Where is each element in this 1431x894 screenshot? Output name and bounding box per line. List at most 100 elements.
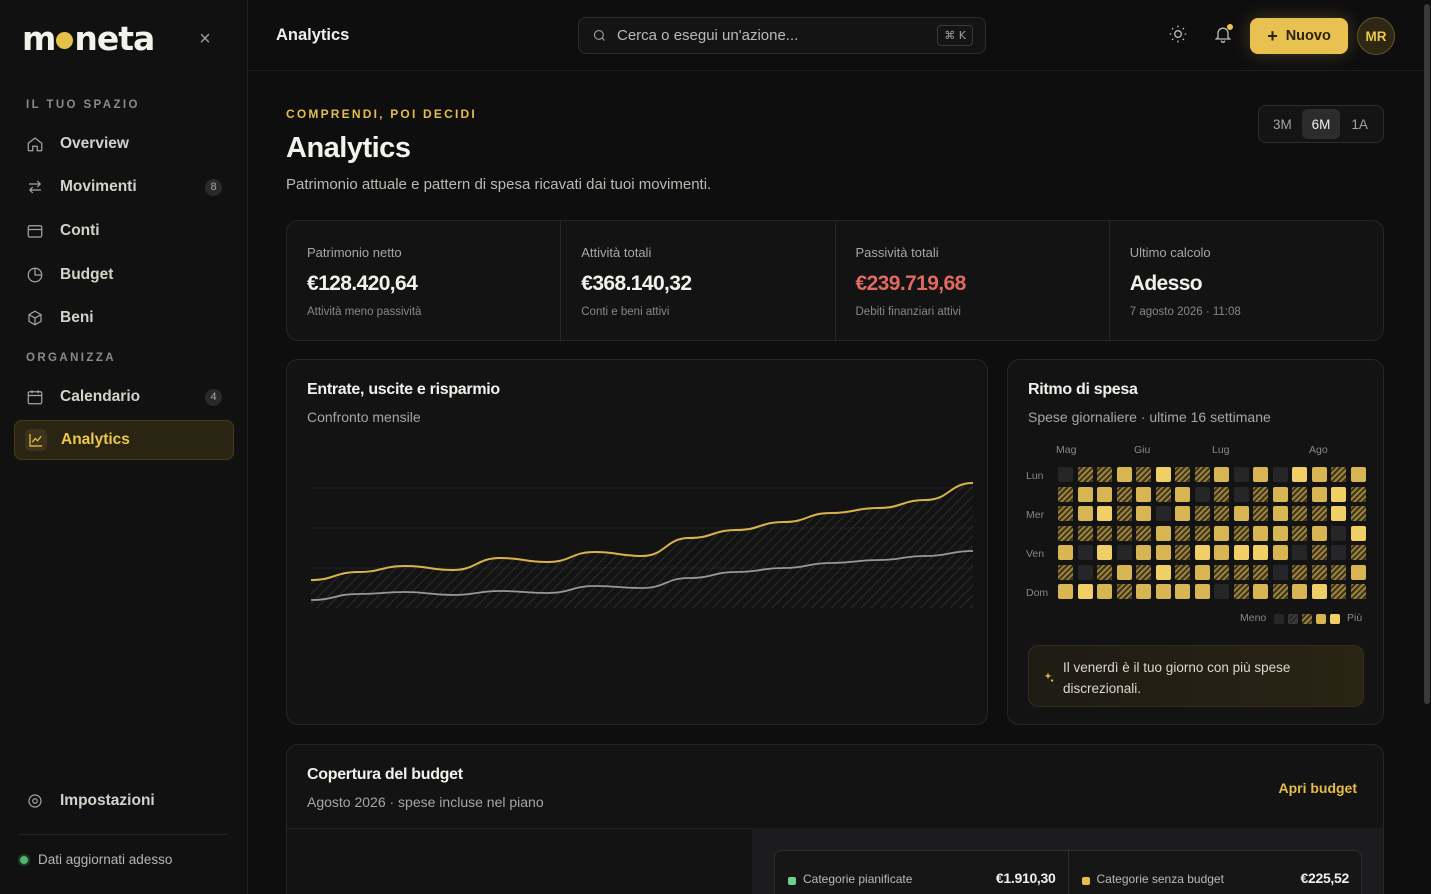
heatmap-cell[interactable] xyxy=(1350,467,1366,482)
heatmap-cell[interactable] xyxy=(1292,467,1307,482)
heatmap-cell[interactable] xyxy=(1194,467,1210,482)
heatmap-cell[interactable] xyxy=(1116,525,1132,541)
heatmap-cell[interactable] xyxy=(1155,467,1171,482)
heatmap-cell[interactable] xyxy=(1155,525,1171,541)
heatmap-cell[interactable] xyxy=(1155,584,1171,599)
heatmap-cell[interactable] xyxy=(1350,584,1366,599)
heatmap-cell[interactable] xyxy=(1058,486,1073,502)
heatmap-cell[interactable] xyxy=(1175,506,1190,521)
heatmap-cell[interactable] xyxy=(1272,467,1288,482)
heatmap-cell[interactable] xyxy=(1272,486,1288,502)
heatmap-cell[interactable] xyxy=(1175,486,1190,502)
heatmap-cell[interactable] xyxy=(1097,486,1112,502)
heatmap-cell[interactable] xyxy=(1253,584,1268,599)
notifications-button[interactable] xyxy=(1213,24,1233,44)
heatmap-cell[interactable] xyxy=(1136,564,1151,580)
heatmap-cell[interactable] xyxy=(1136,486,1151,502)
heatmap-cell[interactable] xyxy=(1116,584,1132,599)
heatmap-cell[interactable] xyxy=(1097,584,1112,599)
heatmap-cell[interactable] xyxy=(1077,564,1093,580)
heatmap-cell[interactable] xyxy=(1097,467,1112,482)
sidebar-item-impostazioni[interactable]: Impostazioni xyxy=(14,781,234,821)
theme-toggle-button[interactable] xyxy=(1168,24,1188,44)
close-sidebar-icon[interactable]: × xyxy=(199,28,211,50)
heatmap-cell[interactable] xyxy=(1077,545,1093,560)
heatmap-cell[interactable] xyxy=(1155,506,1171,521)
heatmap-cell[interactable] xyxy=(1233,545,1249,560)
sidebar-item-conti[interactable]: Conti xyxy=(14,211,234,251)
new-button[interactable]: + Nuovo xyxy=(1250,18,1348,54)
heatmap-cell[interactable] xyxy=(1272,506,1288,521)
heatmap-cell[interactable] xyxy=(1058,467,1073,482)
range-option-6m[interactable]: 6M xyxy=(1301,109,1341,139)
heatmap-cell[interactable] xyxy=(1136,584,1151,599)
heatmap-cell[interactable] xyxy=(1331,564,1346,580)
heatmap-cell[interactable] xyxy=(1116,506,1132,521)
heatmap-cell[interactable] xyxy=(1233,506,1249,521)
heatmap-cell[interactable] xyxy=(1194,545,1210,560)
heatmap-cell[interactable] xyxy=(1097,564,1112,580)
heatmap-cell[interactable] xyxy=(1194,584,1210,599)
heatmap-cell[interactable] xyxy=(1272,564,1288,580)
heatmap-cell[interactable] xyxy=(1292,584,1307,599)
heatmap-cell[interactable] xyxy=(1292,564,1307,580)
heatmap-cell[interactable] xyxy=(1331,584,1346,599)
heatmap-cell[interactable] xyxy=(1331,545,1346,560)
heatmap-cell[interactable] xyxy=(1233,584,1249,599)
scrollbar[interactable] xyxy=(1423,0,1431,894)
heatmap-cell[interactable] xyxy=(1292,486,1307,502)
heatmap-cell[interactable] xyxy=(1194,486,1210,502)
heatmap-cell[interactable] xyxy=(1136,525,1151,541)
heatmap-cell[interactable] xyxy=(1194,506,1210,521)
heatmap-cell[interactable] xyxy=(1253,564,1268,580)
sidebar-item-analytics[interactable]: Analytics xyxy=(14,420,234,460)
heatmap-cell[interactable] xyxy=(1058,564,1073,580)
heatmap-cell[interactable] xyxy=(1175,467,1190,482)
heatmap-cell[interactable] xyxy=(1253,545,1268,560)
heatmap-cell[interactable] xyxy=(1214,525,1229,541)
heatmap-cell[interactable] xyxy=(1233,564,1249,580)
heatmap-cell[interactable] xyxy=(1331,525,1346,541)
heatmap-cell[interactable] xyxy=(1253,525,1268,541)
heatmap-cell[interactable] xyxy=(1077,506,1093,521)
heatmap-cell[interactable] xyxy=(1233,486,1249,502)
avatar[interactable]: MR xyxy=(1357,17,1395,55)
heatmap-cell[interactable] xyxy=(1116,486,1132,502)
heatmap-cell[interactable] xyxy=(1155,486,1171,502)
heatmap-cell[interactable] xyxy=(1136,467,1151,482)
heatmap-cell[interactable] xyxy=(1272,584,1288,599)
heatmap-cell[interactable] xyxy=(1233,467,1249,482)
heatmap-cell[interactable] xyxy=(1116,564,1132,580)
heatmap-cell[interactable] xyxy=(1272,545,1288,560)
range-option-1a[interactable]: 1A xyxy=(1351,116,1368,132)
heatmap-cell[interactable] xyxy=(1350,545,1366,560)
heatmap-cell[interactable] xyxy=(1155,564,1171,580)
heatmap-cell[interactable] xyxy=(1077,525,1093,541)
heatmap-cell[interactable] xyxy=(1175,545,1190,560)
heatmap-cell[interactable] xyxy=(1058,584,1073,599)
heatmap-cell[interactable] xyxy=(1292,525,1307,541)
search-bar[interactable]: ⌘ K xyxy=(578,17,986,54)
heatmap-cell[interactable] xyxy=(1058,506,1073,521)
heatmap-cell[interactable] xyxy=(1175,564,1190,580)
heatmap-cell[interactable] xyxy=(1331,506,1346,521)
heatmap-cell[interactable] xyxy=(1253,486,1268,502)
range-option-3m[interactable]: 3M xyxy=(1272,116,1292,132)
heatmap-cell[interactable] xyxy=(1311,467,1327,482)
heatmap-cell[interactable] xyxy=(1136,506,1151,521)
heatmap-cell[interactable] xyxy=(1233,525,1249,541)
heatmap-cell[interactable] xyxy=(1311,525,1327,541)
heatmap-cell[interactable] xyxy=(1194,525,1210,541)
brand-logo[interactable]: m neta xyxy=(22,22,155,55)
heatmap-cell[interactable] xyxy=(1311,506,1327,521)
heatmap-cell[interactable] xyxy=(1292,545,1307,560)
open-budget-link[interactable]: Apri budget xyxy=(1278,780,1357,796)
heatmap-cell[interactable] xyxy=(1097,545,1112,560)
heatmap-cell[interactable] xyxy=(1311,545,1327,560)
heatmap-cell[interactable] xyxy=(1350,564,1366,580)
heatmap-cell[interactable] xyxy=(1214,506,1229,521)
scrollbar-thumb[interactable] xyxy=(1424,4,1430,704)
search-input[interactable] xyxy=(617,27,917,44)
heatmap-cell[interactable] xyxy=(1253,506,1268,521)
heatmap-cell[interactable] xyxy=(1272,525,1288,541)
